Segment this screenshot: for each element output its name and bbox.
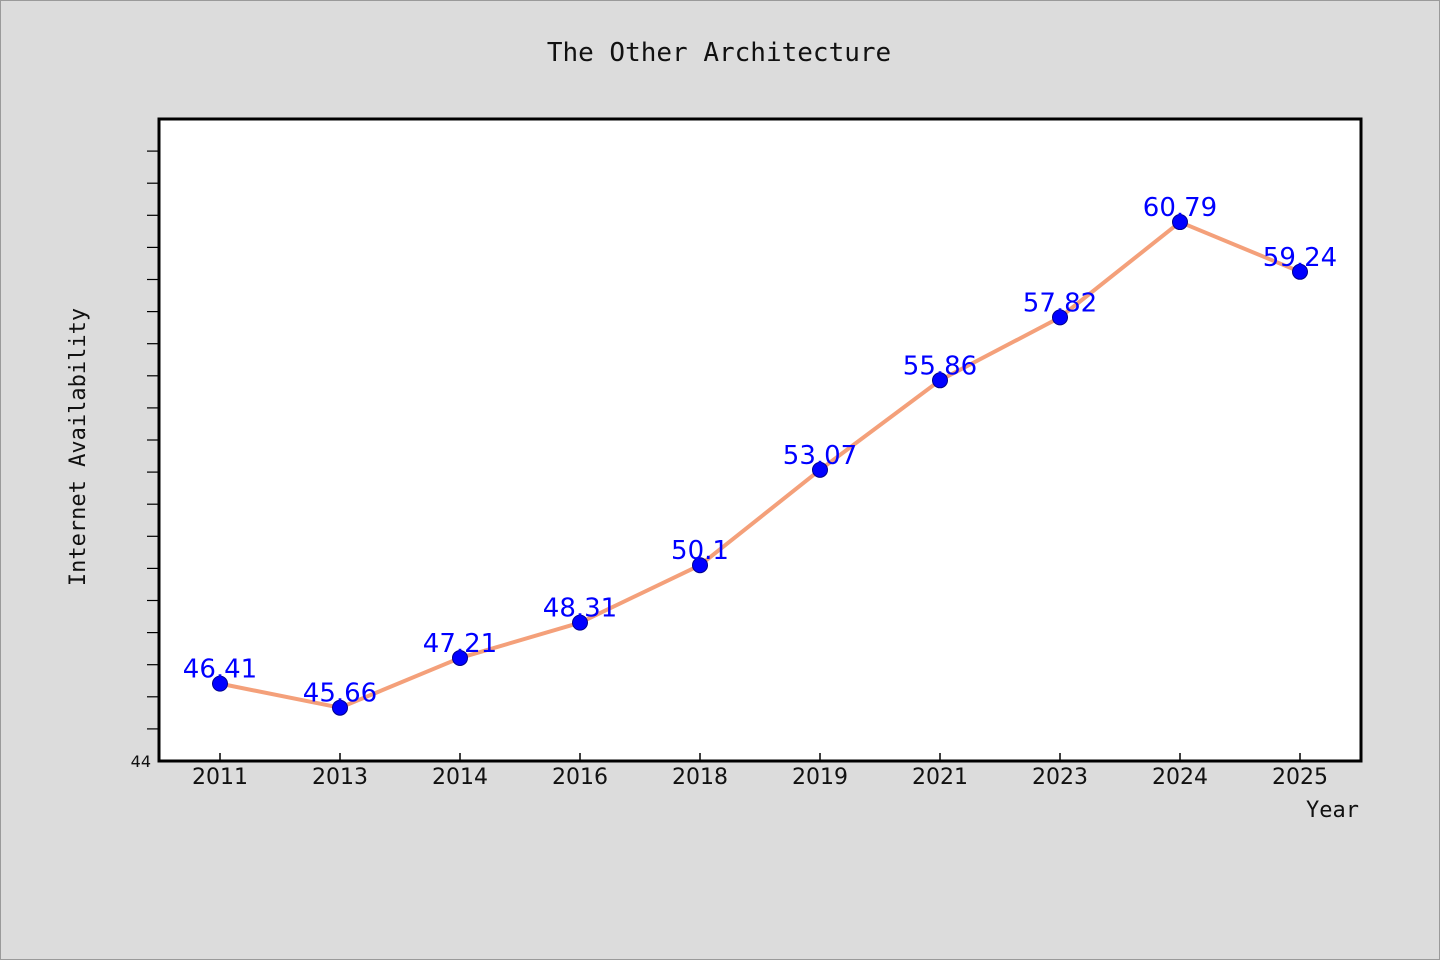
data-label: 50.1: [671, 536, 729, 566]
data-point-marker: [1172, 214, 1188, 231]
data-point-marker: [692, 557, 708, 574]
data-point-marker: [452, 649, 468, 666]
data-label: 45.66: [303, 679, 377, 709]
data-label: 48.31: [543, 594, 617, 624]
x-axis-ticks: 2011 2013 2014 2016 2018 2019 2021 2023 2024 2025: [192, 753, 1328, 790]
x-tick-label: 2011: [192, 765, 248, 790]
data-point-marker: [572, 614, 588, 631]
data-label: 59.24: [1263, 243, 1337, 273]
data-label: 60.79: [1143, 193, 1217, 223]
data-label: 55.86: [903, 351, 977, 381]
y-axis-ticks: 44: [131, 150, 159, 771]
data-label: 47.21: [423, 629, 497, 659]
x-tick-label: 2024: [1152, 765, 1208, 790]
data-label: 53.07: [783, 441, 857, 471]
data-point-marker: [932, 372, 948, 389]
data-point-marker: [212, 675, 228, 692]
chart-title: The Other Architecture: [547, 38, 891, 68]
x-tick-label: 2019: [792, 765, 848, 790]
x-axis-title: Year: [1306, 798, 1359, 823]
y-tick-label: 44: [131, 752, 151, 771]
data-markers: [212, 214, 1308, 716]
plot-area: [157, 117, 1363, 763]
data-point-marker: [332, 699, 348, 716]
x-tick-label: 2016: [552, 765, 608, 790]
series-line: [218, 220, 1302, 710]
data-point-marker: [812, 461, 828, 478]
data-label: 57.82: [1023, 288, 1097, 318]
x-tick-label: 2018: [672, 765, 728, 790]
data-point-marker: [1052, 309, 1068, 326]
x-tick-label: 2025: [1272, 765, 1328, 790]
data-labels: 46.41 45.66 47.21 48.31 50.1 53.07 55.86 57.82 6…: [183, 193, 1337, 709]
x-tick-label: 2013: [312, 765, 368, 790]
data-point-marker: [1292, 263, 1308, 280]
x-tick-label: 2014: [432, 765, 488, 790]
data-label: 46.41: [183, 655, 257, 685]
y-axis-title: Internet Availability: [66, 308, 91, 586]
x-tick-label: 2023: [1032, 765, 1088, 790]
x-tick-label: 2021: [912, 765, 968, 790]
